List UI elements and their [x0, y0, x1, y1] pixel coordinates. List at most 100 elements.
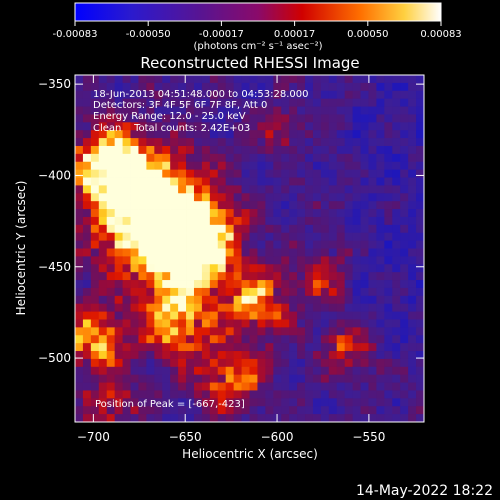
heatmap-cell — [82, 295, 92, 305]
heatmap-cell — [344, 98, 354, 107]
heatmap-cell — [352, 382, 361, 391]
heatmap-cell — [146, 169, 155, 178]
heatmap-cell — [233, 272, 242, 281]
heatmap-cell — [336, 201, 346, 210]
heatmap-cell — [90, 90, 100, 100]
heatmap-cell — [225, 75, 235, 84]
heatmap-cell — [114, 303, 123, 312]
heatmap-cell — [201, 201, 211, 210]
heatmap-cell — [400, 351, 409, 360]
heatmap-cell — [328, 130, 338, 139]
heatmap-cell — [336, 90, 346, 100]
y-axis: −350−400−450−500 — [38, 77, 424, 365]
plot-frame — [74, 74, 425, 423]
heatmap-cell — [209, 374, 219, 383]
heatmap-cell — [320, 327, 330, 336]
heatmap-cell — [328, 90, 338, 100]
heatmap-cell — [138, 75, 147, 84]
heatmap-cell — [257, 216, 266, 226]
heatmap-cell — [376, 272, 385, 281]
heatmap-cell — [416, 209, 425, 218]
heatmap-cell — [233, 153, 242, 163]
heatmap-cell — [384, 145, 393, 155]
heatmap-cell — [75, 177, 84, 186]
heatmap-cell — [114, 193, 123, 202]
heatmap-cell — [400, 287, 409, 297]
heatmap-cell — [114, 114, 123, 123]
heatmap-cell — [170, 303, 179, 312]
heatmap-cell — [193, 138, 203, 147]
heatmap-cell — [265, 122, 274, 131]
heatmap-cell — [305, 177, 314, 186]
heatmap-cell — [170, 351, 179, 360]
heatmap-cell — [90, 122, 100, 131]
heatmap-cell — [75, 193, 84, 202]
heatmap-cell — [225, 82, 235, 92]
heatmap-cell — [297, 114, 306, 123]
heatmap-cell — [376, 75, 385, 84]
heatmap-cell — [336, 256, 346, 265]
heatmap-cell — [241, 256, 250, 265]
heatmap-cell — [265, 366, 274, 376]
heatmap-cell — [328, 303, 338, 312]
heatmap-cell — [146, 319, 155, 328]
heatmap-cell — [336, 185, 346, 194]
heatmap-cell — [146, 161, 155, 171]
heatmap-cell — [408, 390, 417, 399]
heatmap-cell — [233, 351, 242, 360]
heatmap-cell — [265, 343, 274, 352]
heatmap-cell — [400, 122, 409, 131]
heatmap-cell — [130, 240, 139, 249]
heatmap-cell — [209, 319, 219, 328]
heatmap-cell — [408, 327, 417, 336]
heatmap-cell — [360, 343, 369, 352]
heatmap-cell — [82, 138, 92, 147]
heatmap-cell — [82, 303, 92, 312]
heatmap-cell — [416, 358, 425, 368]
heatmap-cell — [352, 153, 361, 163]
heatmap-cell — [328, 295, 338, 305]
heatmap-cell — [106, 382, 116, 391]
heatmap-cell — [273, 335, 282, 344]
heatmap-cell — [193, 390, 203, 399]
heatmap-cell — [170, 153, 179, 163]
heatmap-cell — [392, 374, 401, 383]
heatmap-cell — [122, 374, 131, 383]
heatmap-cell — [352, 90, 361, 100]
heatmap-cell — [265, 327, 274, 336]
heatmap-cell — [162, 98, 171, 107]
heatmap-cell — [273, 382, 282, 391]
heatmap-cell — [146, 398, 155, 407]
heatmap-cell — [233, 75, 242, 84]
heatmap-cell — [376, 216, 385, 226]
heatmap-cell — [257, 114, 266, 123]
heatmap-cell — [265, 201, 274, 210]
heatmap-cell — [114, 161, 123, 171]
heatmap-cell — [130, 209, 139, 218]
annotation-clean-counts: Clean Total counts: 2.42E+03 — [93, 123, 250, 134]
heatmap-cell — [193, 406, 203, 415]
heatmap-cell — [392, 161, 401, 171]
heatmap-cell — [328, 201, 338, 210]
heatmap-cell — [281, 82, 290, 92]
heatmap-cell — [320, 240, 330, 249]
heatmap-cell — [217, 398, 227, 407]
heatmap-cell — [162, 398, 171, 407]
x-axis: −700 −650 −600 −550 — [77, 75, 385, 444]
heatmap-cell — [122, 138, 131, 147]
heatmap-cell — [305, 248, 314, 257]
heatmap-cell — [90, 303, 100, 312]
heatmap-cell — [392, 232, 401, 242]
heatmap-cell — [312, 216, 322, 226]
heatmap-cell — [249, 390, 258, 399]
heatmap-cell — [281, 224, 290, 234]
heatmap-cell — [98, 311, 108, 320]
heatmap-cell — [312, 145, 322, 155]
heatmap-cell — [82, 106, 92, 115]
heatmap-cell — [289, 287, 298, 297]
heatmap-cell — [352, 280, 361, 289]
heatmap-cell — [376, 201, 385, 210]
heatmap-cell — [98, 382, 108, 391]
heatmap-cell — [138, 264, 147, 273]
heatmap-cell — [241, 138, 250, 147]
